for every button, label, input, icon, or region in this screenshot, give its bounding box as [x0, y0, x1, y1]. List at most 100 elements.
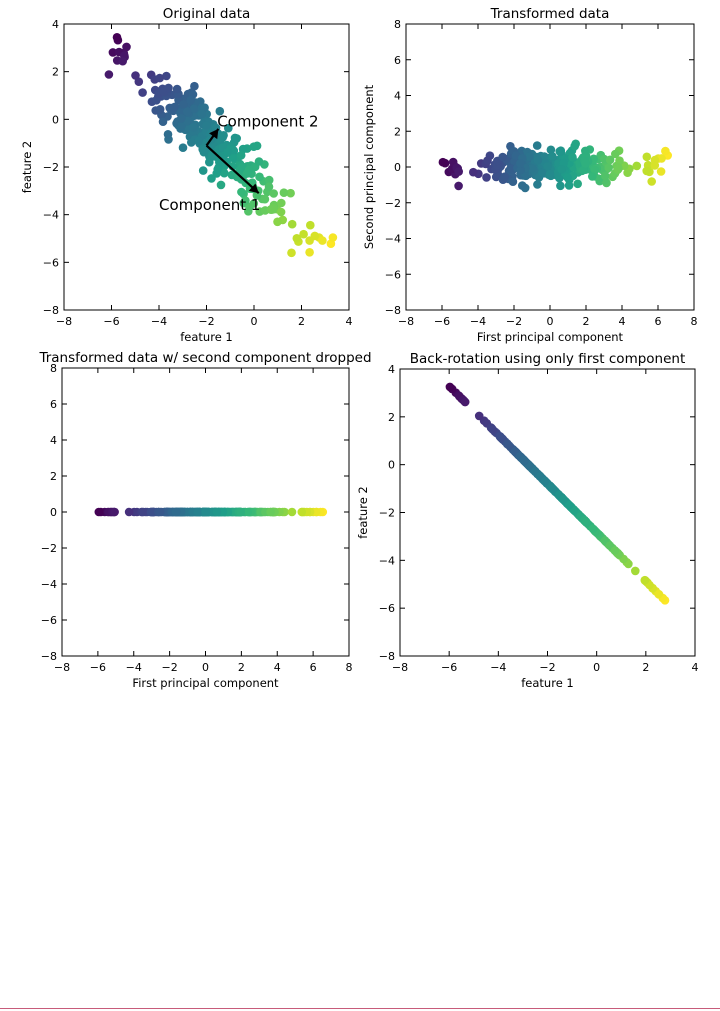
x-tick-label: −8 [54, 661, 70, 674]
data-point [236, 151, 246, 160]
data-point [299, 229, 308, 239]
data-point [650, 161, 660, 170]
y-tick-label: −6 [385, 268, 401, 281]
data-point [236, 507, 246, 517]
data-point [252, 191, 262, 200]
x-axis-label: feature 1 [180, 330, 233, 344]
x-tick-label: −4 [470, 315, 486, 328]
x-tick-label: 4 [692, 661, 699, 674]
data-point [241, 196, 250, 205]
plot-3: Transformed data w/ second component dro… [38, 350, 371, 690]
y-tick-label: 2 [394, 125, 401, 138]
data-points [94, 507, 328, 517]
data-point [94, 507, 104, 517]
y-tick-label: −8 [41, 650, 57, 663]
data-point [268, 205, 278, 214]
data-point [164, 83, 173, 93]
x-tick-label: −2 [198, 315, 214, 328]
data-point [264, 175, 274, 185]
data-point [287, 219, 297, 229]
data-point [516, 159, 525, 168]
plot-title: Transformed data w/ second component dro… [38, 350, 371, 366]
data-point [518, 181, 527, 190]
data-point [504, 441, 514, 450]
data-point [519, 456, 529, 465]
x-tick-label: −6 [434, 315, 450, 328]
data-point [611, 149, 620, 159]
data-point [220, 168, 229, 178]
y-tick-label: 0 [394, 161, 401, 174]
data-point [216, 180, 226, 190]
data-point [118, 56, 127, 66]
x-tick-label: 0 [251, 315, 258, 328]
data-point [169, 103, 178, 112]
x-tick-label: −2 [539, 661, 555, 674]
y-tick-label: −2 [41, 542, 57, 555]
data-point [155, 105, 165, 114]
data-point [570, 141, 579, 151]
x-tick-label: 2 [583, 315, 590, 328]
x-tick-label: 2 [642, 661, 649, 674]
data-point [279, 188, 289, 197]
y-tick-label: 0 [52, 113, 59, 126]
data-point [179, 100, 188, 109]
data-point [110, 507, 119, 517]
data-point [249, 142, 259, 151]
data-point [604, 163, 613, 172]
data-point [563, 173, 572, 182]
y-tick-label: 4 [394, 90, 401, 103]
plot-frame [399, 368, 696, 657]
data-point [158, 117, 168, 126]
data-point [277, 198, 286, 208]
component-label: Component 2 [217, 112, 318, 130]
data-point [532, 141, 542, 150]
data-point [254, 157, 264, 166]
data-point [104, 70, 114, 79]
x-tick-label: −8 [392, 661, 408, 674]
data-point [108, 48, 118, 57]
y-tick-label: −6 [379, 602, 395, 615]
data-point [249, 199, 259, 208]
data-point [506, 164, 516, 173]
y-tick-label: −4 [41, 578, 57, 591]
x-tick-label: 6 [655, 315, 662, 328]
x-tick-label: 0 [593, 661, 600, 674]
data-point [223, 147, 232, 157]
data-point [482, 173, 491, 182]
x-tick-label: 4 [274, 661, 281, 674]
data-point [527, 164, 537, 173]
data-point [194, 136, 203, 146]
data-point [273, 217, 282, 227]
data-point [228, 153, 238, 162]
data-point [654, 589, 663, 599]
data-point [212, 507, 222, 517]
y-tick-label: 2 [388, 411, 395, 424]
y-tick-label: 0 [388, 459, 395, 472]
data-point [276, 207, 286, 217]
data-points [104, 33, 338, 258]
data-point [287, 507, 297, 517]
x-axis-label: feature 1 [521, 676, 574, 690]
x-tick-label: −8 [56, 315, 72, 328]
data-point [328, 233, 338, 242]
component-1-arrowhead [248, 183, 259, 194]
data-point [287, 248, 296, 258]
y-tick-label: −2 [385, 197, 401, 210]
data-point [224, 123, 233, 133]
data-point [311, 507, 321, 517]
data-point [213, 165, 222, 174]
component-label: Component 1 [159, 196, 260, 214]
data-point [219, 131, 228, 140]
data-point [139, 507, 148, 517]
data-point [614, 164, 623, 174]
data-point [533, 155, 543, 165]
component-2-arrowhead [209, 128, 219, 140]
data-point [205, 157, 214, 167]
x-tick-label: 4 [619, 315, 626, 328]
x-tick-label: 6 [310, 661, 317, 674]
bottom-rule [0, 1008, 720, 1009]
data-point [642, 166, 651, 176]
x-tick-label: −6 [90, 661, 106, 674]
y-tick-label: 2 [50, 470, 57, 483]
x-tick-label: −6 [441, 661, 457, 674]
